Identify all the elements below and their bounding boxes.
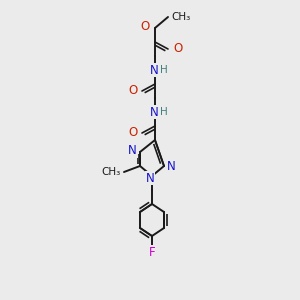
Text: N: N: [167, 160, 176, 173]
Text: H: H: [160, 107, 168, 117]
Text: O: O: [141, 20, 150, 34]
Text: O: O: [129, 85, 138, 98]
Text: O: O: [173, 43, 182, 56]
Text: N: N: [146, 172, 154, 184]
Text: CH₃: CH₃: [171, 12, 190, 22]
Text: N: N: [150, 106, 158, 118]
Text: O: O: [129, 127, 138, 140]
Text: CH₃: CH₃: [102, 167, 121, 177]
Text: H: H: [160, 65, 168, 75]
Text: N: N: [150, 64, 158, 76]
Text: N: N: [128, 145, 137, 158]
Text: F: F: [149, 245, 155, 259]
